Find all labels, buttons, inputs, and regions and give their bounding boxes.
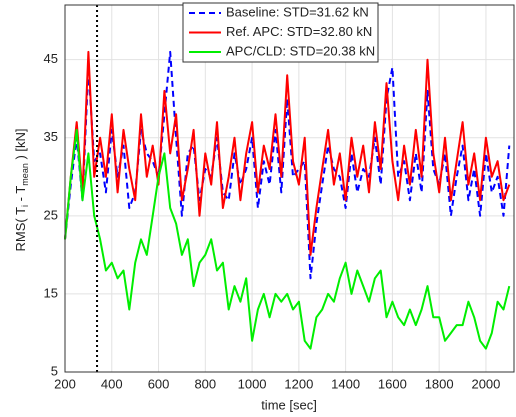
y-tick-label: 5 xyxy=(51,363,58,378)
x-tick-label: 1000 xyxy=(238,376,267,391)
series-line xyxy=(64,50,511,256)
legend-label: Baseline: STD=31.62 kN xyxy=(226,4,369,19)
x-tick-label: 1200 xyxy=(284,376,313,391)
x-tick-label: 800 xyxy=(194,376,216,391)
x-tick-label: 2000 xyxy=(471,376,500,391)
y-tick-label: 45 xyxy=(44,51,58,66)
legend-label: APC/CLD: STD=20.38 kN xyxy=(226,43,375,58)
y-axis-label: RMS( Ti - Tmean ) [kN] xyxy=(13,129,30,252)
legend: Baseline: STD=31.62 kN Ref. APC: STD=32.8… xyxy=(182,2,379,63)
y-tick-label: 15 xyxy=(44,285,58,300)
y-tick-label: 35 xyxy=(44,129,58,144)
x-tick-label: 600 xyxy=(148,376,170,391)
series-line xyxy=(64,128,511,350)
x-axis-label: time [sec] xyxy=(261,397,317,412)
x-tick-label: 200 xyxy=(54,376,76,391)
y-tick-label: 25 xyxy=(44,207,58,222)
x-tick-label: 400 xyxy=(101,376,123,391)
x-tick-label: 1800 xyxy=(425,376,454,391)
legend-label: Ref. APC: STD=32.80 kN xyxy=(226,24,372,39)
x-tick-label: 1400 xyxy=(331,376,360,391)
x-tick-label: 1600 xyxy=(378,376,407,391)
